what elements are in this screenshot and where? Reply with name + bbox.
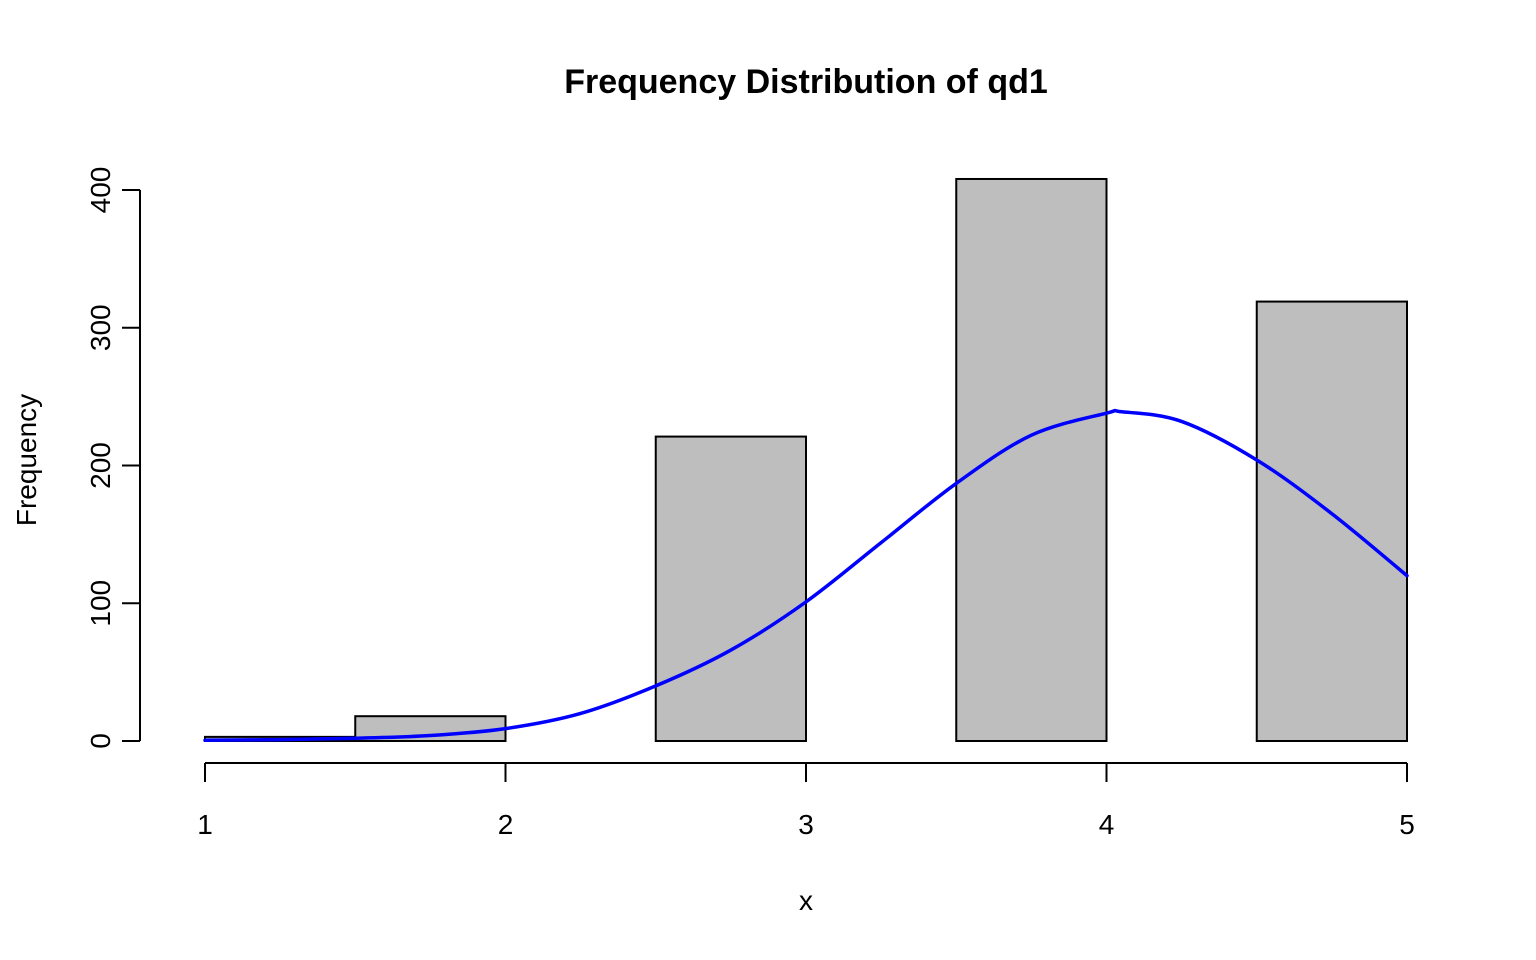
curve-line bbox=[203, 408, 1409, 743]
y-tick-label-3: 300 bbox=[85, 304, 116, 351]
chart-title: Frequency Distribution of qd1 bbox=[564, 63, 1048, 101]
bars-group bbox=[204, 177, 1408, 743]
y-tick-label-4: 400 bbox=[85, 167, 116, 214]
x-tick-label-0: 1 bbox=[197, 809, 213, 840]
x-tick-label-4: 5 bbox=[1399, 809, 1415, 840]
y-axis: 0 100 200 300 400 bbox=[85, 167, 141, 749]
bar-5 bbox=[955, 177, 1108, 743]
y-axis-label: Frequency bbox=[11, 394, 42, 526]
x-tick-label-3: 4 bbox=[1099, 809, 1115, 840]
bar-3 bbox=[654, 435, 807, 742]
x-axis: 1 2 3 4 5 bbox=[197, 762, 1415, 840]
y-tick-label-0: 0 bbox=[85, 733, 116, 749]
x-tick-label-1: 2 bbox=[498, 809, 514, 840]
x-axis-label: x bbox=[799, 885, 813, 916]
y-tick-label-2: 200 bbox=[85, 442, 116, 489]
y-tick-label-1: 100 bbox=[85, 580, 116, 627]
bar-7 bbox=[1255, 300, 1408, 742]
x-tick-label-2: 3 bbox=[798, 809, 814, 840]
